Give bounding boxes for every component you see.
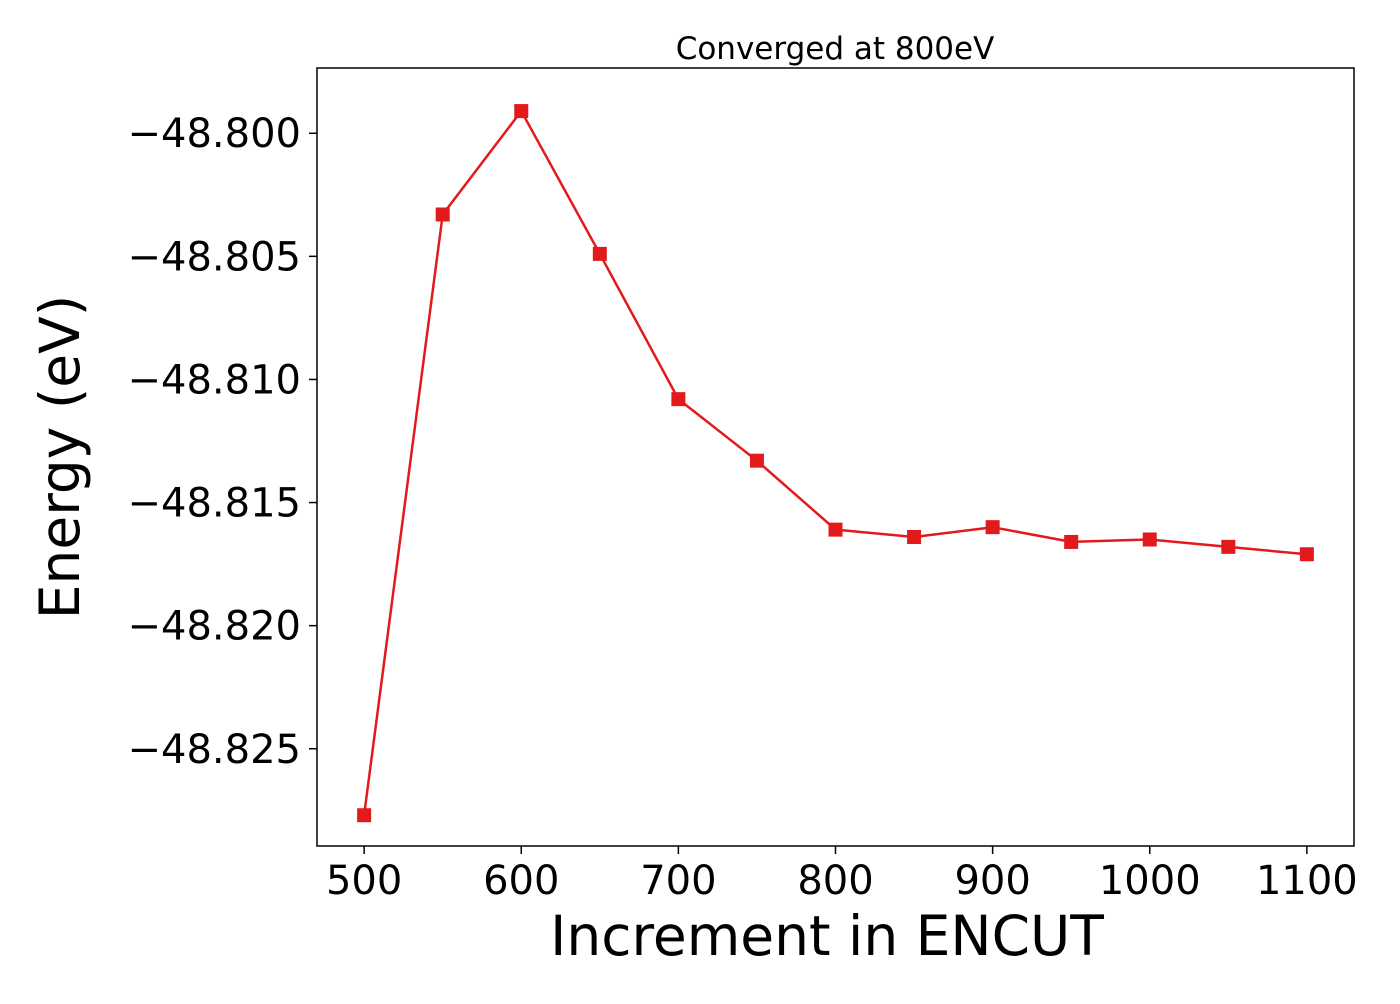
- x-tick-label: 1000: [1099, 858, 1201, 904]
- data-point: [514, 104, 529, 119]
- data-point: [592, 246, 607, 261]
- y-tick-label: −48.810: [128, 357, 301, 403]
- series-line: [362, 109, 1308, 816]
- x-tick-label: 900: [954, 858, 1030, 904]
- y-tick-label: −48.825: [128, 727, 301, 773]
- data-point: [907, 530, 922, 545]
- y-axis-label: Energy (eV): [28, 295, 92, 619]
- x-tick-label: 600: [483, 858, 559, 904]
- data-point: [435, 207, 450, 222]
- data-point: [1142, 532, 1157, 547]
- data-point: [1299, 547, 1314, 562]
- x-tick-label: 500: [326, 858, 402, 904]
- x-tick-label: 700: [640, 858, 716, 904]
- x-axis-ticks: 500 600 700 800 900 1000 1100: [326, 846, 1358, 904]
- y-tick-label: −48.805: [128, 234, 301, 280]
- data-point: [828, 522, 843, 537]
- y-tick-label: −48.800: [128, 111, 301, 157]
- x-axis-label: Increment in ENCUT: [550, 904, 1104, 968]
- x-tick-label: 800: [797, 858, 873, 904]
- data-point: [749, 453, 764, 468]
- x-tick-label: 1100: [1256, 858, 1358, 904]
- data-point: [985, 520, 1000, 535]
- y-axis-ticks: −48.800 −48.805 −48.810 −48.815 −48.820 −48.8…: [128, 111, 317, 773]
- y-tick-label: −48.815: [128, 481, 301, 527]
- data-point: [671, 392, 686, 407]
- plot-content: [357, 104, 1314, 823]
- data-point: [1064, 534, 1079, 549]
- chart-title: Converged at 800eV: [676, 31, 995, 67]
- plot-frame: [316, 67, 1355, 847]
- data-point: [1221, 539, 1236, 554]
- data-point: [357, 808, 372, 823]
- y-tick-label: −48.820: [128, 604, 301, 650]
